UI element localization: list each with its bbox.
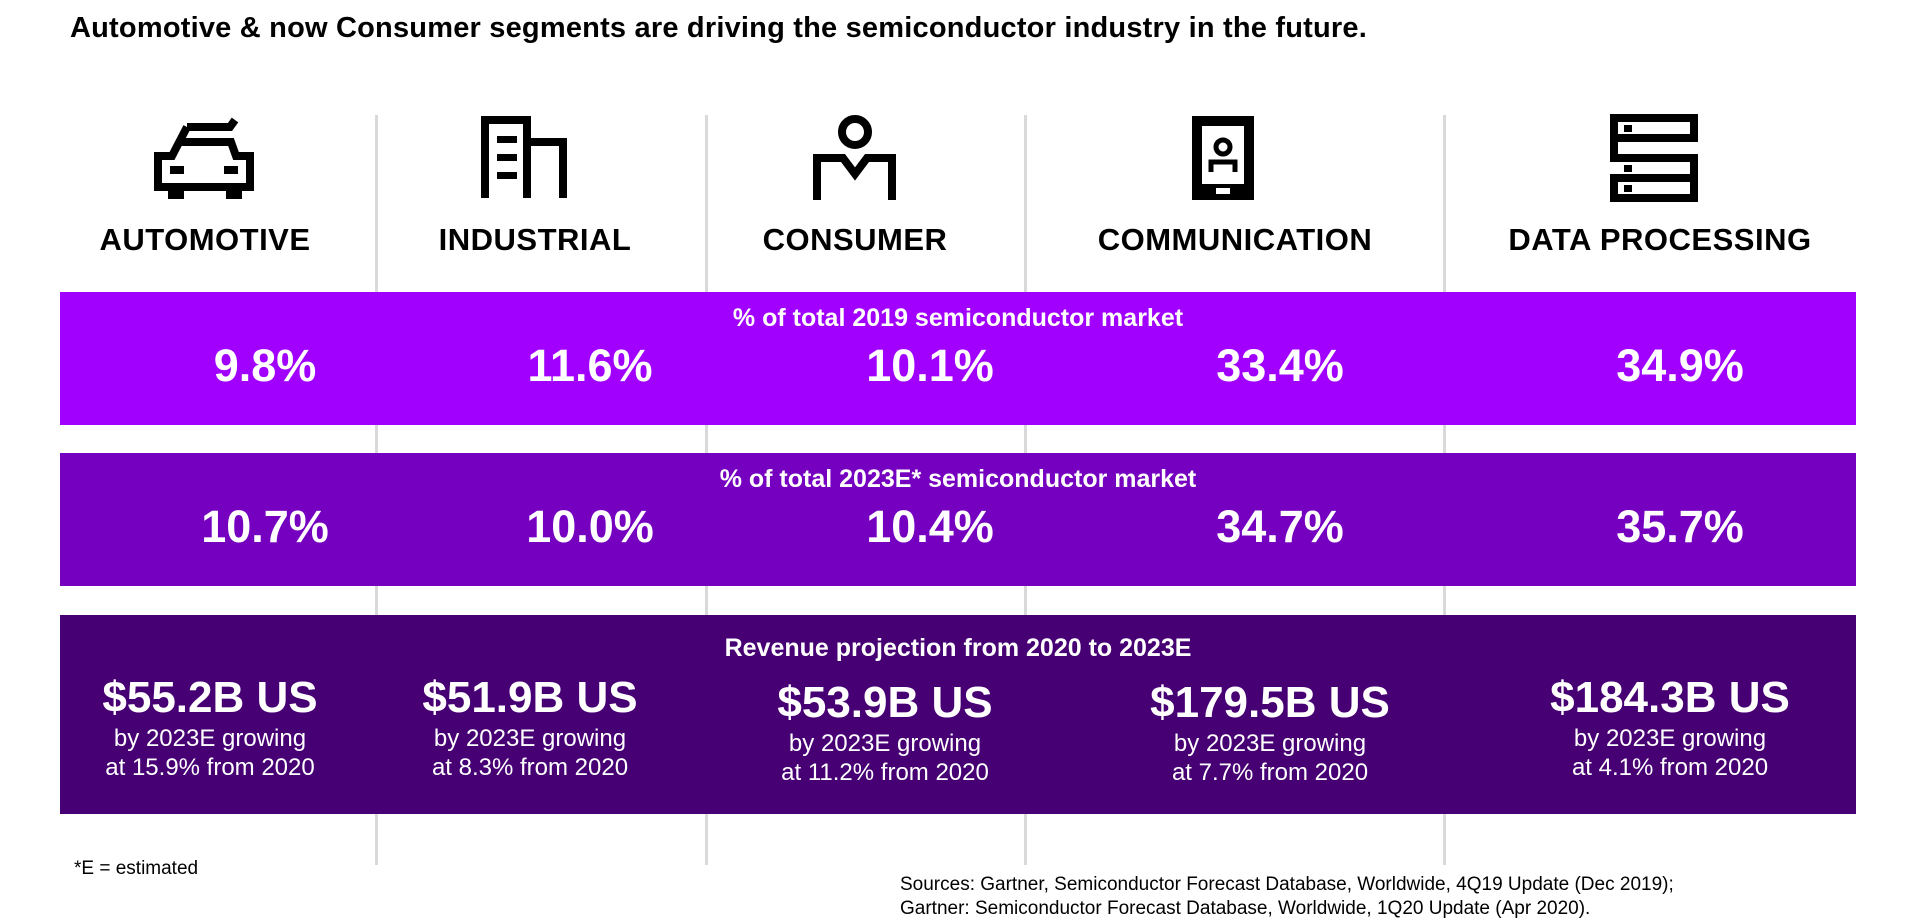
revenue-communication: $179.5B US by 2023E growing at 7.7% from… (1095, 677, 1445, 787)
revenue-consumer: $53.9B US by 2023E growing at 11.2% from… (720, 677, 1050, 787)
share-2023-automotive: 10.7% (201, 501, 329, 552)
revenue-growth-line2: at 4.1% from 2020 (1571, 754, 1769, 781)
revenue-growth-line1: by 2023E growing (433, 725, 627, 752)
revenue-amount: $184.3B US (1550, 673, 1790, 722)
share-2019-data-processing: 34.9% (1616, 340, 1744, 391)
sources: Sources: Gartner, Semiconductor Forecast… (900, 873, 1674, 921)
revenue-amount: $179.5B US (1150, 678, 1390, 727)
factory-building-icon (471, 112, 581, 202)
market-share-2023-band: % of total 2023E* semiconductor market 1… (60, 453, 1856, 586)
segment-label-data-processing: DATA PROCESSING (1508, 222, 1812, 257)
band-title-revenue: Revenue projection from 2020 to 2023E (724, 634, 1192, 662)
share-2019-automotive: 9.8% (213, 340, 317, 391)
revenue-growth-line2: at 11.2% from 2020 (781, 759, 989, 786)
person-icon (800, 112, 910, 202)
revenue-data-processing: $184.3B US by 2023E growing at 4.1% from… (1495, 672, 1845, 782)
segment-label-industrial: INDUSTRIAL (438, 222, 632, 257)
revenue-growth-line1: by 2023E growing (788, 730, 982, 757)
revenue-growth-line2: at 8.3% from 2020 (431, 754, 629, 781)
page-title: Automotive & now Consumer segments are d… (70, 12, 1367, 44)
share-2019-consumer: 10.1% (866, 340, 994, 391)
share-2023-communication: 34.7% (1216, 501, 1344, 552)
revenue-automotive: $55.2B US by 2023E growing at 15.9% from… (60, 672, 360, 782)
footnote: *E = estimated (74, 858, 199, 879)
revenue-growth-line1: by 2023E growing (1573, 725, 1767, 752)
segment-label-communication: COMMUNICATION (1097, 222, 1373, 257)
share-2023-industrial: 10.0% (526, 501, 654, 552)
revenue-projection-band: Revenue projection from 2020 to 2023E $5… (60, 615, 1856, 814)
revenue-industrial: $51.9B US by 2023E growing at 8.3% from … (380, 672, 680, 782)
revenue-amount: $53.9B US (777, 678, 993, 727)
share-2023-data-processing: 35.7% (1616, 501, 1744, 552)
segment-label-automotive: AUTOMOTIVE (99, 222, 311, 257)
share-2019-industrial: 11.6% (527, 340, 653, 391)
share-2019-communication: 33.4% (1216, 340, 1344, 391)
source-line: Sources: Gartner, Semiconductor Forecast… (900, 874, 1674, 895)
band-title-2019: % of total 2019 semiconductor market (732, 304, 1184, 332)
server-icon (1600, 112, 1710, 202)
source-line: Gartner: Semiconductor Forecast Database… (900, 898, 1591, 919)
segment-label-consumer: CONSUMER (762, 222, 948, 257)
revenue-amount: $55.2B US (102, 673, 318, 722)
share-2023-consumer: 10.4% (866, 501, 994, 552)
revenue-growth-line2: at 7.7% from 2020 (1171, 759, 1369, 786)
revenue-growth-line2: at 15.9% from 2020 (105, 754, 315, 781)
mobile-device-icon (1168, 112, 1278, 202)
band-title-2023: % of total 2023E* semiconductor market (719, 465, 1197, 493)
revenue-growth-line1: by 2023E growing (1173, 730, 1367, 757)
car-icon (150, 112, 260, 202)
market-share-2019-band: % of total 2019 semiconductor market 9.8… (60, 292, 1856, 425)
revenue-growth-line1: by 2023E growing (113, 725, 307, 752)
revenue-amount: $51.9B US (422, 673, 638, 722)
